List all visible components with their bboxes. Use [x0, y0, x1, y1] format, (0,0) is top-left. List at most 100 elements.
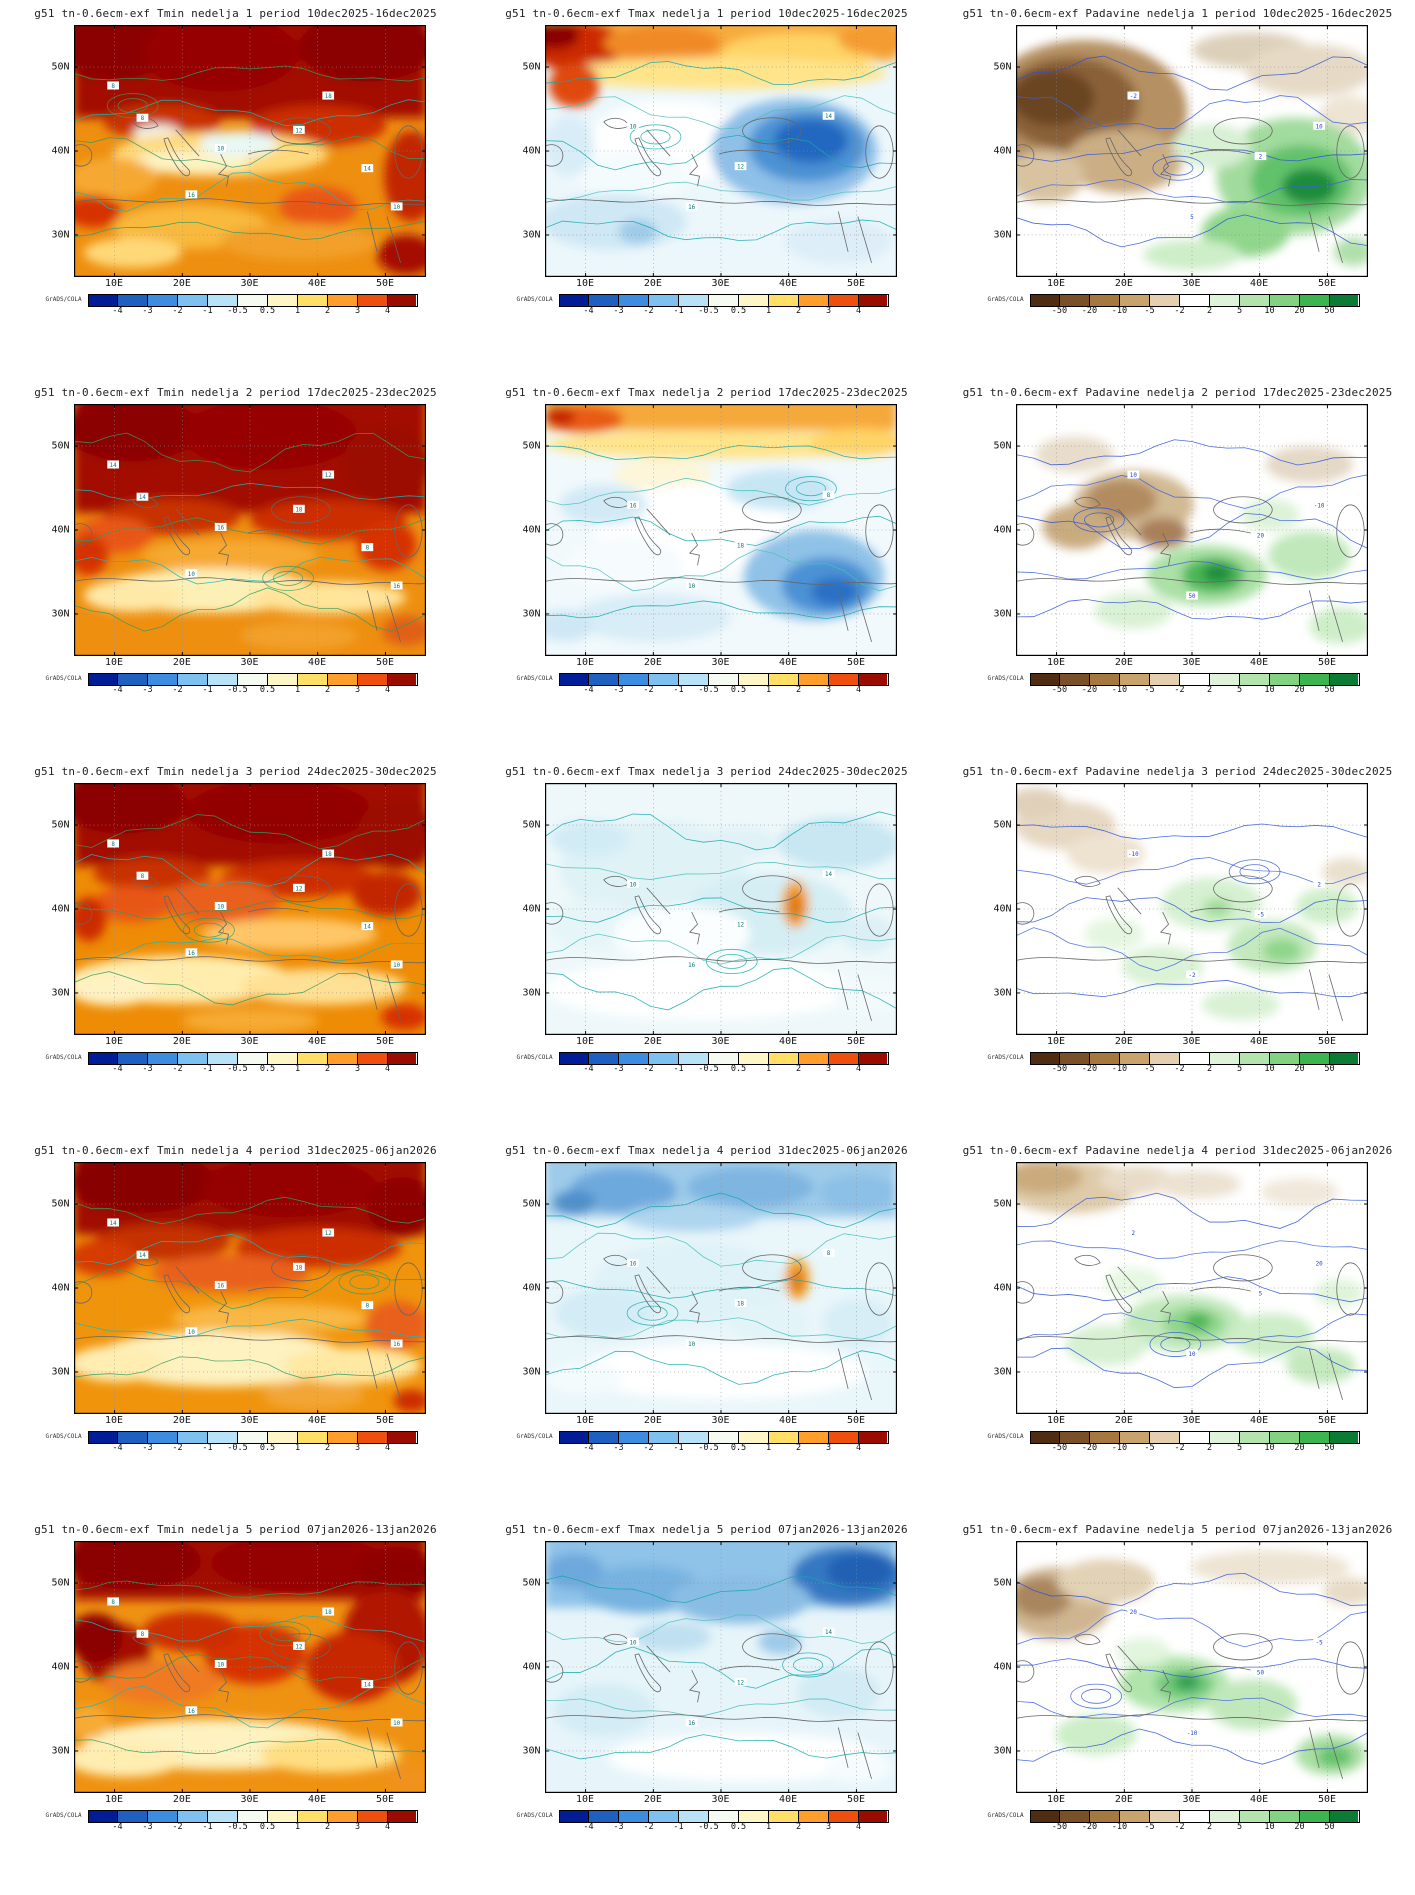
colorbar-segment — [618, 1432, 649, 1443]
lat-tick-label: 50N — [522, 819, 541, 831]
colorbar-segment — [588, 1811, 619, 1822]
panel-title-text: g51 tn-0.6ecm-exf Tmax nedelja 4 period … — [505, 1144, 908, 1157]
colorbar-tick-label: -5 — [1144, 306, 1155, 316]
colorbar-segment — [1030, 1053, 1060, 1064]
colorbar — [558, 1810, 889, 1823]
grads-credit: GrADS/COLA — [987, 1433, 1024, 1440]
contour-labels: 14 16 18 8 10 12 14 16 — [106, 460, 403, 590]
map-border — [544, 25, 897, 277]
colorbar-tick-label: 50 — [1324, 306, 1335, 316]
colorbar-tick-label: -0.5 — [227, 1064, 248, 1074]
colorbar-tick-label: 3 — [354, 1064, 361, 1074]
coastline — [73, 875, 426, 1022]
contour-lines — [73, 65, 426, 240]
coastline — [1015, 1254, 1368, 1401]
grads-credit: GrADS/COLA — [516, 1812, 553, 1819]
colorbar-segment — [117, 295, 148, 306]
colorbar-tick-label: 0.5 — [730, 1443, 747, 1453]
colorbar-tick-label: -4 — [112, 685, 123, 695]
lon-tick-label: 30E — [240, 1415, 259, 1426]
svg-text:16: 16 — [688, 204, 695, 211]
svg-text:12: 12 — [324, 472, 331, 479]
colorbar-segment — [1059, 674, 1090, 685]
colorbar-wrap: -4 -3 -2 -1 -0.5 0.5 1 2 3 4 — [87, 294, 418, 316]
colorbar-segment — [1208, 1053, 1239, 1064]
lat-tick-label: 40N — [993, 1661, 1012, 1673]
colorbar-segment — [117, 1053, 148, 1064]
lon-axis: 10E 20E 30E 40E 50E — [1016, 1035, 1368, 1049]
colorbar-segment — [618, 295, 649, 306]
colorbar-tick-label: 3 — [354, 685, 361, 695]
colorbar-tick-label: 5 — [1236, 1443, 1243, 1453]
lon-tick-label: 40E — [779, 1036, 798, 1047]
grads-credit: GrADS/COLA — [45, 675, 82, 682]
colorbar-segment — [177, 1432, 208, 1443]
lon-axis: 10E 20E 30E 40E 50E — [74, 1035, 426, 1049]
colorbar-tick-label: 3 — [825, 1064, 832, 1074]
colorbar-segment — [386, 1432, 417, 1443]
colorbar-segment — [207, 1432, 238, 1443]
colorbar-ticks: -4 -3 -2 -1 -0.5 0.5 1 2 3 4 — [88, 1063, 418, 1075]
colorbar-segment — [1149, 295, 1180, 306]
map-border — [1015, 783, 1368, 1035]
colorbar-segment — [648, 1053, 679, 1064]
panel-title-text: g51 tn-0.6ecm-exf Tmax nedelja 3 period … — [505, 765, 908, 778]
colorbar-segment — [767, 1432, 798, 1443]
colorbar-segment — [326, 674, 357, 685]
colorbar-tick-label: 4 — [855, 685, 862, 695]
map-border — [1015, 1162, 1368, 1414]
colorbar-segment — [559, 674, 589, 685]
colorbar-segment — [237, 1811, 267, 1822]
forecast-panel: g51 tn-0.6ecm-exf Padavine nedelja 5 per… — [963, 1516, 1393, 1895]
colorbar — [1029, 294, 1360, 307]
lat-tick-label: 30N — [993, 987, 1012, 999]
svg-text:-5: -5 — [1256, 911, 1263, 918]
svg-text:10: 10 — [217, 1661, 224, 1668]
svg-text:14: 14 — [363, 924, 370, 931]
map-border — [73, 404, 426, 656]
lon-tick-label: 30E — [240, 1794, 259, 1805]
map-area: 50N 40N 30N 8 10 12 14 16 18 8 10 — [46, 783, 426, 1035]
colorbar-tick-label: 1 — [294, 1443, 301, 1453]
svg-text:12: 12 — [737, 922, 744, 929]
lon-tick-label: 50E — [846, 1794, 866, 1805]
colorbar-segment — [386, 1053, 417, 1064]
colorbar-wrap: -4 -3 -2 -1 -0.5 0.5 1 2 3 4 — [87, 673, 418, 695]
colorbar-tick-label: -50 — [1051, 1822, 1068, 1832]
colorbar-tick-label: 0.5 — [730, 685, 747, 695]
colorbar-segment — [648, 1811, 679, 1822]
colorbar-segment — [737, 674, 768, 685]
lon-tick-label: 40E — [779, 1794, 798, 1805]
map-box: 8 10 12 14 16 18 8 10 — [73, 25, 426, 277]
lon-tick-label: 10E — [575, 1036, 594, 1047]
colorbar-segment — [1119, 674, 1150, 685]
svg-text:2: 2 — [1258, 153, 1262, 160]
colorbar-segment — [588, 674, 619, 685]
lon-axis: 10E 20E 30E 40E 50E — [1016, 656, 1368, 670]
colorbar-tick-label: -4 — [583, 685, 594, 695]
map-box: 14 16 18 8 10 12 14 16 — [73, 404, 426, 656]
colorbar-segment — [1059, 1432, 1090, 1443]
colorbar-segment — [237, 1432, 267, 1443]
map-canvas: 10 20 50 -10 — [1015, 404, 1368, 656]
lon-tick-label: 20E — [172, 1415, 191, 1426]
colorbar-tick-label: -5 — [1144, 1822, 1155, 1832]
colorbar-segment — [767, 674, 798, 685]
colorbar-segment — [147, 1053, 178, 1064]
colorbar-segment — [618, 1811, 649, 1822]
colorbar-segment — [177, 295, 208, 306]
colorbar-tick-label: 5 — [1236, 1064, 1243, 1074]
colorbar-tick-label: 2 — [1206, 685, 1213, 695]
colorbar-row: GrADS/COLA -4 -3 -2 -1 -0.5 0.5 1 2 3 4 — [517, 673, 897, 695]
colorbar-segment — [1059, 1053, 1090, 1064]
svg-text:10: 10 — [1315, 123, 1322, 130]
map-box: 2 5 10 20 — [1015, 1162, 1368, 1414]
svg-text:8: 8 — [826, 1250, 830, 1257]
forecast-panel: g51 tn-0.6ecm-exf Tmax nedelja 5 period … — [505, 1516, 907, 1895]
lon-axis: 10E 20E 30E 40E 50E — [74, 277, 426, 291]
lat-tick-label: 30N — [51, 229, 70, 241]
colorbar-tick-label: -3 — [613, 1822, 624, 1832]
grads-credit: GrADS/COLA — [516, 1433, 553, 1440]
lat-tick-label: 50N — [993, 1577, 1012, 1589]
panel-title: g51 tn-0.6ecm-exf Tmax nedelja 5 period … — [505, 1523, 907, 1536]
